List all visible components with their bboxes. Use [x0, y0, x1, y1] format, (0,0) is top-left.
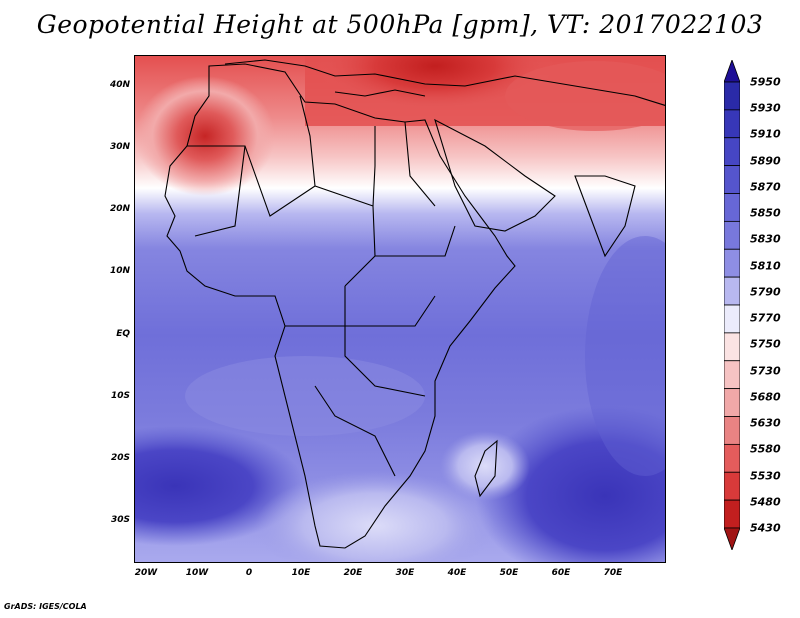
lon-label-70e: 70E — [603, 568, 623, 578]
colorbar-segment — [724, 416, 740, 445]
colorbar-segment — [724, 332, 740, 362]
geopotential-map — [134, 55, 666, 563]
coastlines — [164, 59, 665, 549]
colorbar-bottom-arrow — [724, 527, 740, 550]
colorbar-level-label: 5750 — [750, 337, 781, 351]
lat-label-10n: 10N — [109, 266, 130, 276]
lon-label-20w: 20W — [134, 568, 158, 578]
colorbar-level-label: 5890 — [750, 154, 781, 168]
colorbar-level-label: 5530 — [750, 469, 781, 483]
colorbar-level-label: 5910 — [750, 127, 781, 141]
lat-label-10s: 10S — [110, 391, 130, 401]
map-title: Geopotential Height at 500hPa [gpm], VT:… — [36, 10, 764, 39]
colorbar-segment — [724, 360, 740, 390]
colorbar-segment — [724, 81, 740, 111]
map-canvas — [135, 56, 665, 562]
colorbar-segment — [724, 109, 740, 139]
colorbar-segment — [724, 220, 740, 250]
colorbar-level-label: 5680 — [750, 390, 781, 404]
lon-label-40e: 40E — [447, 568, 467, 578]
colorbar-segment — [724, 193, 740, 222]
lon-label-10e: 10E — [291, 568, 311, 578]
colorbar-segment — [724, 304, 740, 334]
colorbar-segment — [724, 248, 740, 278]
colorbar-top-arrow — [724, 60, 740, 83]
colorbar-level-label: 5790 — [750, 285, 781, 299]
colorbar — [724, 60, 740, 550]
lat-label-40n: 40N — [109, 80, 130, 90]
lon-label-60e: 60E — [551, 568, 571, 578]
lon-label-20e: 20E — [343, 568, 363, 578]
lon-label-50e: 50E — [499, 568, 519, 578]
colorbar-segment — [724, 165, 740, 194]
colorbar-level-label: 5870 — [750, 180, 781, 194]
lat-label-20s: 20S — [110, 453, 130, 463]
colorbar-level-label: 5480 — [750, 495, 781, 509]
lat-label-20n: 20N — [109, 204, 130, 214]
colorbar-level-label: 5830 — [750, 232, 781, 246]
lon-label-10w: 10W — [185, 568, 209, 578]
colorbar-level-label: 5950 — [750, 75, 781, 89]
lon-label-0: 0 — [245, 568, 253, 578]
colorbar-level-label: 5730 — [750, 364, 781, 378]
colorbar-segment — [724, 443, 740, 473]
lon-label-30e: 30E — [395, 568, 415, 578]
colorbar-level-label: 5930 — [750, 101, 781, 115]
colorbar-level-label: 5580 — [750, 442, 781, 456]
colorbar-level-label: 5430 — [750, 521, 781, 535]
credit-text: GrADS: IGES/COLA — [4, 602, 87, 611]
colorbar-segment — [724, 499, 740, 529]
colorbar-level-label: 5810 — [750, 259, 781, 273]
colorbar-segment — [724, 137, 740, 167]
colorbar-segment — [724, 276, 740, 306]
colorbar-level-label: 5630 — [750, 416, 781, 430]
colorbar-level-label: 5850 — [750, 206, 781, 220]
lat-label-30s: 30S — [110, 515, 130, 525]
colorbar-level-label: 5770 — [750, 311, 781, 325]
colorbar-segment — [724, 471, 740, 501]
lat-label-30n: 30N — [109, 142, 130, 152]
lat-label-eq: EQ — [116, 329, 130, 339]
colorbar-segment — [724, 388, 740, 417]
